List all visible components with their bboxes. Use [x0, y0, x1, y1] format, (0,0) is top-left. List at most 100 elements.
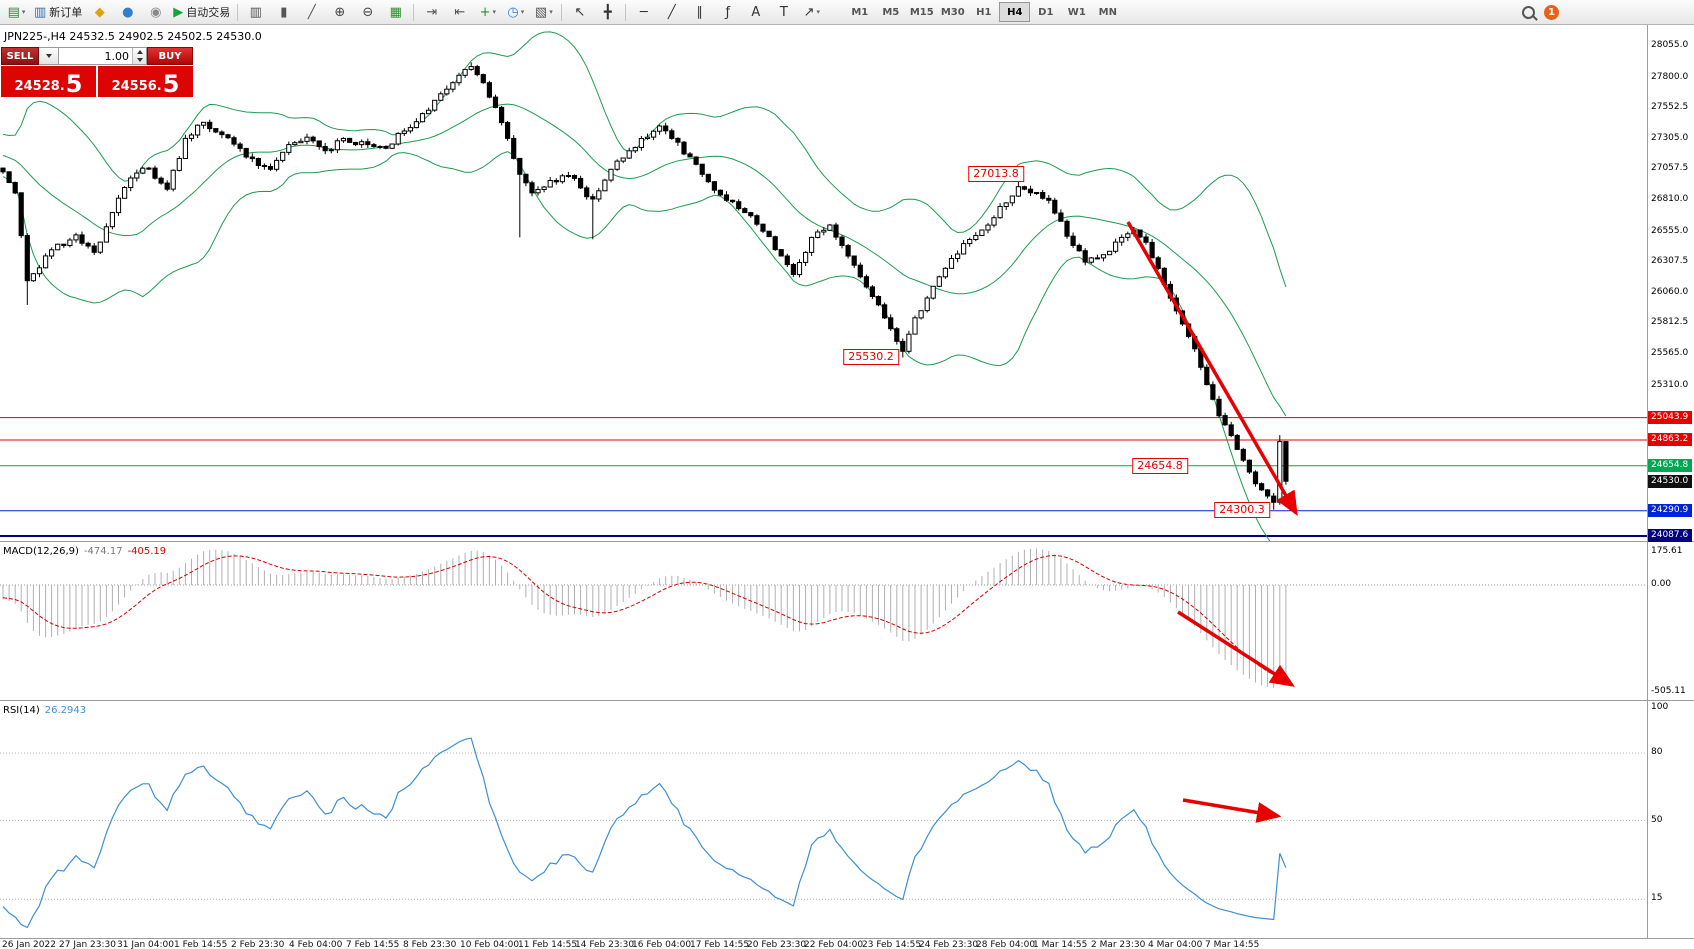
time-axis-label: 7 Mar 14:55	[1205, 940, 1260, 949]
community-button[interactable]: ◉	[142, 1, 169, 24]
timeframe-h4[interactable]: H4	[999, 2, 1031, 22]
current-price-tag: 24530.0	[1648, 475, 1692, 488]
template-button[interactable]: ▧ ▾	[530, 1, 557, 24]
text-button[interactable]: A	[742, 1, 769, 24]
timeframe-d1[interactable]: D1	[1038, 6, 1054, 18]
price-level-tag: 24863.2	[1648, 433, 1692, 446]
price-axis-label: 25812.5	[1651, 317, 1689, 327]
price-axis-label: 26810.0	[1651, 194, 1689, 204]
zoom-in-button[interactable]: ⊕	[326, 1, 353, 24]
line-chart-button[interactable]: ╱	[298, 1, 325, 24]
chart-workspace[interactable]: JPN225-,H4 24532.5 24902.5 24502.5 24530…	[0, 25, 1694, 949]
timeframe-m5[interactable]: M5	[882, 6, 900, 18]
trendline-button[interactable]: ╱	[658, 1, 685, 24]
timeframe-m1[interactable]: M1	[851, 6, 869, 18]
price-level-tag: 25043.9	[1648, 411, 1692, 424]
timeframe-m30[interactable]: M30	[940, 6, 965, 18]
price-axis-label: 26555.0	[1651, 226, 1689, 236]
bar-chart-button[interactable]: ▥	[242, 1, 269, 24]
mql-editor-icon: ◆	[94, 4, 105, 20]
price-annotation[interactable]: 24654.8	[1132, 458, 1188, 474]
volume-stepper[interactable]	[132, 48, 146, 64]
toolbar-separator	[561, 3, 563, 21]
candlestick-chart-icon: ▮	[280, 4, 288, 20]
auto-trading-button[interactable]: ▶ 自动交易	[170, 1, 233, 24]
price-axis-label: 28055.0	[1651, 40, 1689, 50]
timeframe-w1[interactable]: W1	[1067, 6, 1086, 18]
price-axis-label: 27305.0	[1651, 133, 1689, 143]
chart-shift-button[interactable]: ⇤	[446, 1, 473, 24]
chevron-down-icon	[45, 54, 52, 58]
buy-price-display[interactable]: 24556. 5	[98, 66, 193, 97]
shapes-icon: ↗	[803, 4, 815, 20]
sell-button[interactable]: SELL	[1, 47, 39, 65]
crosshair-button[interactable]: ╋	[594, 1, 621, 24]
price-annotation[interactable]: 25530.2	[843, 349, 899, 365]
decrease-volume-icon[interactable]	[136, 58, 143, 62]
sell-price-display[interactable]: 24528. 5	[1, 66, 96, 97]
sell-price-big-digit: 5	[65, 70, 83, 98]
time-axis-label: 4 Mar 04:00	[1148, 940, 1203, 949]
volume-dropdown[interactable]	[39, 47, 59, 65]
price-axis-label: 27800.0	[1651, 72, 1689, 82]
auto-trading-button-label: 自动交易	[186, 6, 231, 19]
fibonacci-button[interactable]: ƒ	[714, 1, 741, 24]
volume-input[interactable]: 1.00	[59, 47, 147, 65]
timeframe-mn[interactable]: MN	[1098, 6, 1117, 18]
channel-button[interactable]: ∥	[686, 1, 713, 24]
time-axis-label: 7 Feb 14:55	[346, 940, 400, 949]
time-axis-label: 31 Jan 04:00	[117, 940, 174, 949]
price-axis-label: 26307.5	[1651, 256, 1689, 266]
auto-scroll-icon: ⇥	[426, 4, 438, 20]
chart-shift-icon: ⇤	[454, 4, 466, 20]
pane-separator[interactable]	[0, 700, 1694, 701]
chart-symbol-ohlc: JPN225-,H4 24532.5 24902.5 24502.5 24530…	[4, 30, 262, 43]
time-axis-label: 2 Feb 23:30	[231, 940, 285, 949]
new-chart-button[interactable]: ▤ ▾	[3, 1, 30, 24]
price-axis-label: 27552.5	[1651, 102, 1689, 112]
candlestick-chart-button[interactable]: ▮	[270, 1, 297, 24]
notification-badge[interactable]: 1	[1544, 4, 1559, 20]
auto-trading-icon: ▶	[173, 4, 184, 20]
community-icon: ◉	[150, 4, 162, 20]
chart-canvas[interactable]	[0, 25, 1694, 938]
zoom-in-icon: ⊕	[334, 4, 346, 20]
rsi-axis-label: 100	[1651, 702, 1669, 712]
increase-volume-icon[interactable]	[136, 50, 143, 54]
macd-axis-bottom: -505.11	[1651, 686, 1686, 696]
rsi-label: RSI(14) 26.2943	[3, 705, 86, 716]
auto-scroll-button[interactable]: ⇥	[418, 1, 445, 24]
new-chart-icon: ▤	[7, 4, 20, 20]
label-icon: T	[779, 4, 788, 20]
main-toolbar: ▤ ▾ ▥ 新订单 ◆ ● ◉ ▶ 自动交易 ▥ ▮ ╱ ⊕ ⊖ ▦ ⇥ ⇤ + ▾ ◷ ▾ ▧ ▾ ↖ ╋ ─ ╱ ∥ ƒ A T ↗ ▾ M1…	[0, 0, 1694, 25]
search-icon[interactable]	[1522, 5, 1535, 19]
time-axis-label: 28 Feb 04:00	[976, 940, 1036, 949]
price-annotation[interactable]: 27013.8	[968, 166, 1024, 182]
mql-editor-button[interactable]: ◆	[86, 1, 113, 24]
line-chart-icon: ╱	[307, 4, 316, 20]
price-axis-label: 25565.0	[1651, 348, 1689, 358]
zoom-out-button[interactable]: ⊖	[354, 1, 381, 24]
new-order-button[interactable]: ▥ 新订单	[31, 1, 85, 24]
buy-price: 24556.	[111, 79, 162, 94]
chevron-down-icon: ▾	[549, 8, 553, 16]
price-axis-label: 27057.5	[1651, 163, 1689, 173]
toolbar-separator	[625, 3, 627, 21]
shapes-button[interactable]: ↗ ▾	[798, 1, 825, 24]
market-button[interactable]: ●	[114, 1, 141, 24]
time-axis-label: 16 Feb 04:00	[632, 940, 692, 949]
hline-button[interactable]: ─	[630, 1, 657, 24]
price-level-tag: 24290.9	[1648, 504, 1692, 517]
pane-separator[interactable]	[0, 541, 1694, 542]
timeframe-h1[interactable]: H1	[976, 6, 992, 18]
tile-windows-button[interactable]: ▦	[382, 1, 409, 24]
timeframe-m15[interactable]: M15	[909, 6, 934, 18]
periods-button[interactable]: ◷ ▾	[502, 1, 529, 24]
time-axis-label: 1 Feb 14:55	[174, 940, 228, 949]
price-annotation[interactable]: 24300.3	[1214, 502, 1270, 518]
buy-button[interactable]: BUY	[147, 47, 193, 65]
cursor-button[interactable]: ↖	[566, 1, 593, 24]
label-button[interactable]: T	[770, 1, 797, 24]
new-window-button[interactable]: + ▾	[474, 1, 501, 24]
zoom-out-icon: ⊖	[362, 4, 374, 20]
